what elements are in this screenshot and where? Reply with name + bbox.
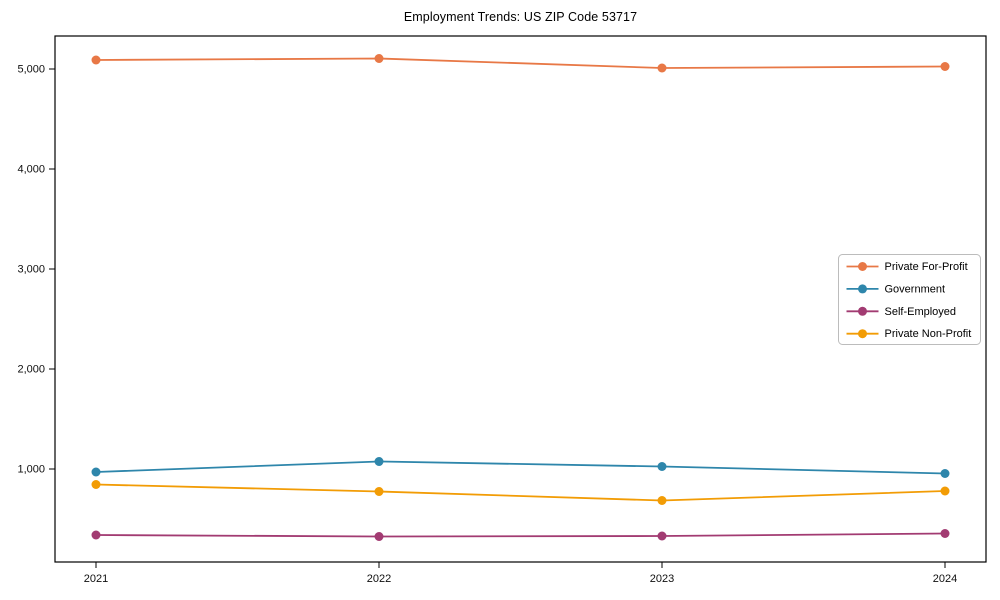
legend-marker-self-employed	[858, 306, 867, 316]
y-tick-label-4-000: 4,000	[17, 164, 45, 176]
data-point-government-2022	[374, 457, 384, 466]
data-point-private-for-profit-2023	[657, 63, 667, 73]
series-private-for-profit	[91, 54, 950, 73]
legend-marker-government	[858, 284, 867, 294]
series-line-private-non-profit	[95, 483, 946, 502]
data-point-private-non-profit-2024	[940, 486, 950, 496]
legend-label-private-non-profit: Private Non-Profit	[885, 328, 972, 340]
data-point-private-for-profit-2024	[940, 62, 950, 71]
x-tick-label-2024: 2024	[933, 573, 957, 585]
series-line-self-employed	[95, 532, 946, 538]
series-line-private-for-profit	[95, 57, 946, 69]
y-tick-label-1-000: 1,000	[17, 464, 45, 476]
legend-item-government: Government	[846, 283, 946, 295]
data-point-self-employed-2022	[374, 532, 384, 541]
data-point-private-for-profit-2022	[374, 54, 384, 63]
chart-title: Employment Trends: US ZIP Code 53717	[403, 10, 638, 24]
series-line-government	[95, 460, 946, 475]
data-point-government-2023	[657, 462, 667, 471]
data-point-private-for-profit-2021	[91, 55, 101, 65]
data-point-government-2021	[91, 467, 101, 477]
x-tick-label-2022: 2022	[367, 573, 391, 585]
legend-box	[838, 254, 981, 345]
y-tick-label-2-000: 2,000	[17, 364, 45, 376]
data-point-government-2024	[940, 469, 950, 478]
legend-label-government: Government	[885, 283, 946, 295]
series-private-non-profit	[91, 480, 950, 505]
series-government	[91, 457, 950, 478]
data-point-private-non-profit-2023	[657, 496, 667, 505]
legend-item-private-non-profit: Private Non-Profit	[846, 328, 972, 340]
series-self-employed	[91, 529, 950, 541]
legend: Private For-Profit Government Self-Employe…	[838, 254, 981, 345]
legend-label-private-for-profit: Private For-Profit	[885, 261, 968, 273]
data-point-private-non-profit-2022	[374, 487, 384, 496]
legend-label-self-employed: Self-Employed	[885, 306, 957, 318]
legend-marker-private-for-profit	[858, 262, 867, 271]
plot-border	[54, 35, 987, 563]
y-tick-label-3-000: 3,000	[17, 264, 45, 276]
x-tick-label-2023: 2023	[650, 573, 674, 585]
x-tick-label-2021: 2021	[84, 573, 108, 585]
data-point-self-employed-2021	[91, 530, 101, 540]
y-tick-label-5-000: 5,000	[17, 64, 45, 76]
data-point-private-non-profit-2021	[91, 480, 101, 489]
legend-item-self-employed: Self-Employed	[846, 306, 957, 318]
legend-item-private-for-profit: Private For-Profit	[846, 261, 968, 273]
data-point-self-employed-2024	[940, 529, 950, 538]
legend-marker-private-non-profit	[858, 329, 867, 339]
data-point-self-employed-2023	[657, 531, 667, 541]
